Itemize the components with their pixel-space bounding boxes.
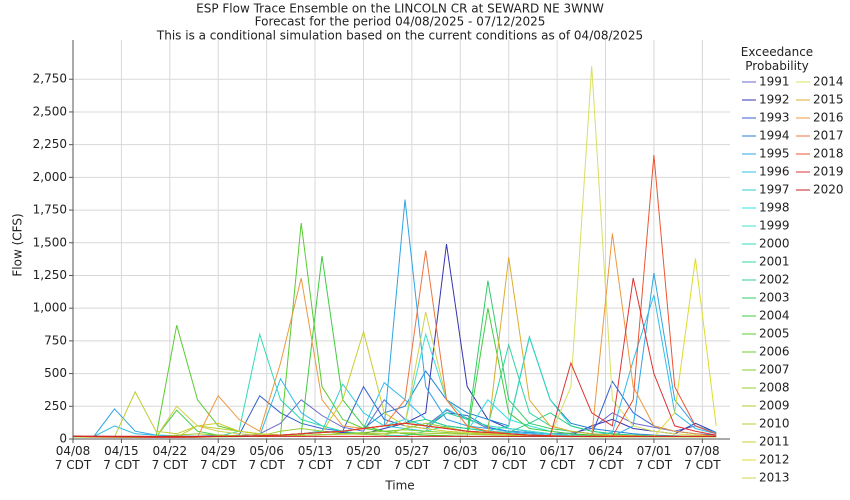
legend-label: 1999 [759,219,790,233]
legend-label: 2004 [759,309,790,323]
y-tick-label: 750 [44,333,67,347]
x-tick-label: 07/08 7 CDT [684,444,721,472]
legend-label: 2016 [813,111,844,125]
trace-line [72,277,717,438]
legend-label: 2011 [759,435,790,449]
x-tick-label: 05/27 7 CDT [394,444,431,472]
x-tick-label: 04/15 7 CDT [103,444,140,472]
y-tick-label: 500 [44,366,67,380]
legend-label: 2003 [759,291,790,305]
y-tick-label: 2,250 [33,137,67,151]
y-tick-label: 2,500 [33,104,67,118]
legend-label: 2009 [759,399,790,413]
legend-label: 1993 [759,111,790,125]
legend-label: 2019 [813,165,844,179]
y-tick-label: 1,500 [33,235,67,249]
y-tick-label: 2,750 [33,72,67,86]
x-tick-label: 04/08 7 CDT [55,444,92,472]
legend-label: 2020 [813,183,844,197]
legend-label: 1995 [759,147,790,161]
chart-subtitle: Forecast for the period 04/08/2025 - 07/… [255,15,546,29]
x-axis-label: Time [384,479,414,493]
x-tick-label: 04/29 7 CDT [200,444,237,472]
legend-label: 2006 [759,345,790,359]
x-tick-label: 04/22 7 CDT [152,444,189,472]
legend-label: 1991 [759,75,790,89]
x-tick-label: 05/20 7 CDT [345,444,382,472]
x-tick-label: 05/06 7 CDT [248,444,285,472]
y-axis-label: Flow (CFS) [11,213,25,276]
x-tick-label: 05/13 7 CDT [297,444,334,472]
x-tick-label: 07/01 7 CDT [636,444,673,472]
y-tick-label: 2,000 [33,170,67,184]
x-tick-label: 06/10 7 CDT [490,444,527,472]
x-tick-label: 06/24 7 CDT [587,444,624,472]
chart-title: ESP Flow Trace Ensemble on the LINCOLN C… [196,2,604,16]
legend-label: 2015 [813,93,844,107]
legend-label: 1998 [759,201,790,215]
y-tick-label: 1,000 [33,301,67,315]
y-tick-label: 1,750 [33,203,67,217]
legend-label: 2012 [759,453,790,467]
legend-label: 2001 [759,255,790,269]
legend-label: 1994 [759,129,790,143]
legend-label: 2008 [759,381,790,395]
x-tick-label: 06/03 7 CDT [442,444,479,472]
chart-annotation: This is a conditional simulation based o… [156,29,643,43]
legend-title: Exceedance Probability [741,45,813,73]
legend-label: 2005 [759,327,790,341]
y-tick-label: 250 [44,399,67,413]
x-tick-label: 06/17 7 CDT [539,444,576,472]
y-tick-label: 0 [59,432,67,446]
legend-label: 1997 [759,183,790,197]
y-tick-label: 1,250 [33,268,67,282]
legend-label: 2007 [759,363,790,377]
legend-label: 2000 [759,237,790,251]
legend-label: 2010 [759,417,790,431]
legend-label: 2013 [759,471,790,485]
legend-label: 1992 [759,93,790,107]
legend-label: 2017 [813,129,844,143]
legend-label: 1996 [759,165,790,179]
legend-label: 2018 [813,147,844,161]
legend-label: 2014 [813,75,844,89]
legend-label: 2002 [759,273,790,287]
